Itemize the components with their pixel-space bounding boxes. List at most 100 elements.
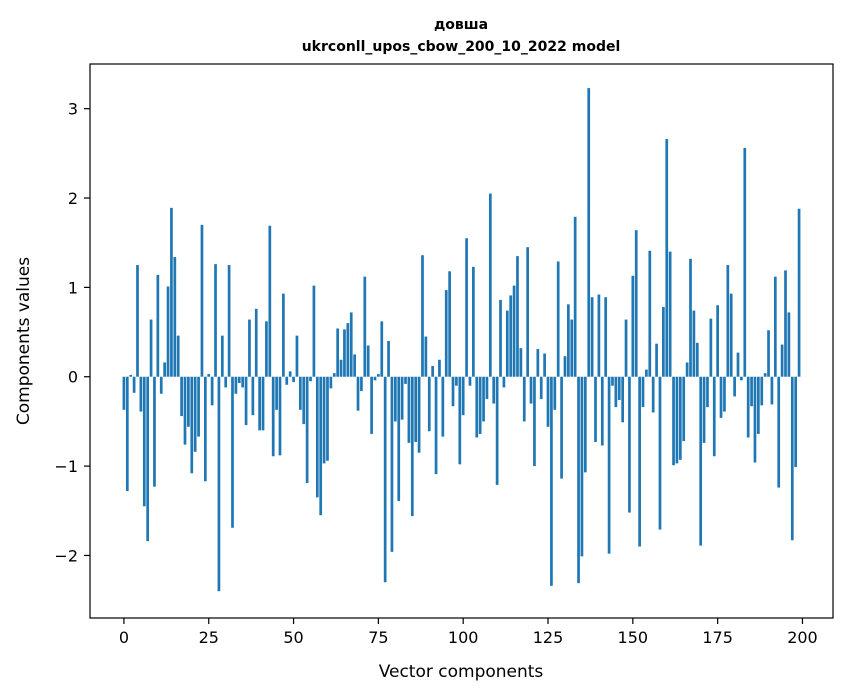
bar — [248, 319, 251, 377]
bar — [458, 376, 462, 465]
bar — [533, 376, 536, 467]
bar — [282, 293, 285, 377]
bar — [570, 319, 574, 377]
bar — [723, 376, 726, 412]
bar — [475, 376, 479, 438]
bar — [577, 376, 580, 584]
bar — [502, 376, 506, 388]
bar — [227, 265, 231, 377]
x-tick-label: 75 — [368, 628, 388, 647]
x-tick-label: 0 — [119, 628, 129, 647]
bar — [539, 376, 543, 400]
bar — [668, 251, 672, 377]
bar — [553, 376, 557, 410]
bar — [550, 376, 553, 586]
plot-frame — [89, 63, 834, 619]
bar — [142, 376, 146, 507]
x-tick-label: 150 — [618, 628, 649, 647]
bar — [448, 271, 451, 377]
bar — [600, 376, 604, 446]
bar — [180, 376, 183, 417]
bar — [380, 321, 384, 377]
bar — [163, 362, 166, 377]
bar — [288, 371, 292, 377]
bar — [397, 376, 401, 501]
bar — [743, 147, 747, 377]
bar — [604, 297, 608, 377]
bar — [129, 374, 133, 377]
bar — [472, 266, 475, 377]
bar — [488, 193, 492, 377]
bar — [390, 376, 394, 552]
bar — [258, 376, 261, 431]
bar — [353, 354, 356, 377]
bar — [587, 88, 591, 377]
bar — [492, 376, 496, 404]
bar — [343, 329, 346, 377]
bar — [695, 342, 699, 377]
bar — [421, 255, 424, 377]
bar — [526, 247, 530, 377]
y-tick-label: 1 — [68, 278, 78, 297]
bar — [729, 293, 733, 377]
bar — [370, 376, 373, 434]
bar — [203, 376, 207, 482]
bar — [611, 376, 614, 386]
bar — [726, 265, 730, 377]
bar — [149, 319, 153, 377]
bar — [614, 376, 618, 408]
y-tick-label: 0 — [68, 368, 78, 387]
bar — [675, 376, 679, 464]
x-axis-ticks: 0 25 50 75 100 125 150 175 200 — [119, 618, 818, 647]
bar — [271, 376, 275, 457]
x-tick-label: 175 — [702, 628, 733, 647]
bar — [254, 308, 258, 377]
y-tick-label: −2 — [54, 546, 78, 565]
bar — [658, 376, 662, 530]
bar — [519, 348, 523, 377]
bar — [360, 376, 363, 392]
bar — [410, 376, 414, 517]
bar — [546, 376, 550, 427]
bar — [139, 376, 143, 412]
bar — [166, 286, 170, 377]
bar — [400, 376, 404, 420]
bar — [356, 376, 360, 411]
bar — [665, 139, 669, 377]
bar — [363, 276, 367, 377]
bar — [655, 343, 658, 377]
bar — [176, 335, 180, 377]
bar — [543, 353, 546, 377]
bar — [261, 376, 265, 431]
bar — [336, 328, 340, 377]
bar — [407, 376, 411, 443]
bar — [757, 376, 760, 434]
bar — [760, 376, 764, 406]
bar — [736, 352, 740, 377]
bar — [556, 261, 560, 377]
bar — [709, 318, 713, 377]
bar — [692, 310, 696, 377]
bar — [377, 374, 380, 377]
bar — [146, 376, 150, 542]
bar — [753, 376, 757, 463]
x-axis-label: Vector components — [379, 662, 544, 682]
bar — [455, 376, 458, 386]
bar — [431, 366, 435, 377]
bar — [237, 376, 241, 383]
y-axis-label: Components values — [14, 257, 34, 425]
bar — [733, 376, 736, 397]
bar — [251, 376, 255, 416]
bar — [482, 376, 485, 422]
bar — [125, 376, 129, 492]
bar — [607, 376, 611, 554]
bar — [790, 376, 794, 541]
bar — [780, 344, 784, 377]
bar — [210, 376, 214, 406]
x-tick-label: 25 — [199, 628, 219, 647]
bar — [583, 376, 587, 473]
bar — [628, 376, 631, 513]
bar — [645, 369, 648, 377]
bar — [159, 376, 163, 394]
y-tick-label: −1 — [54, 457, 78, 476]
